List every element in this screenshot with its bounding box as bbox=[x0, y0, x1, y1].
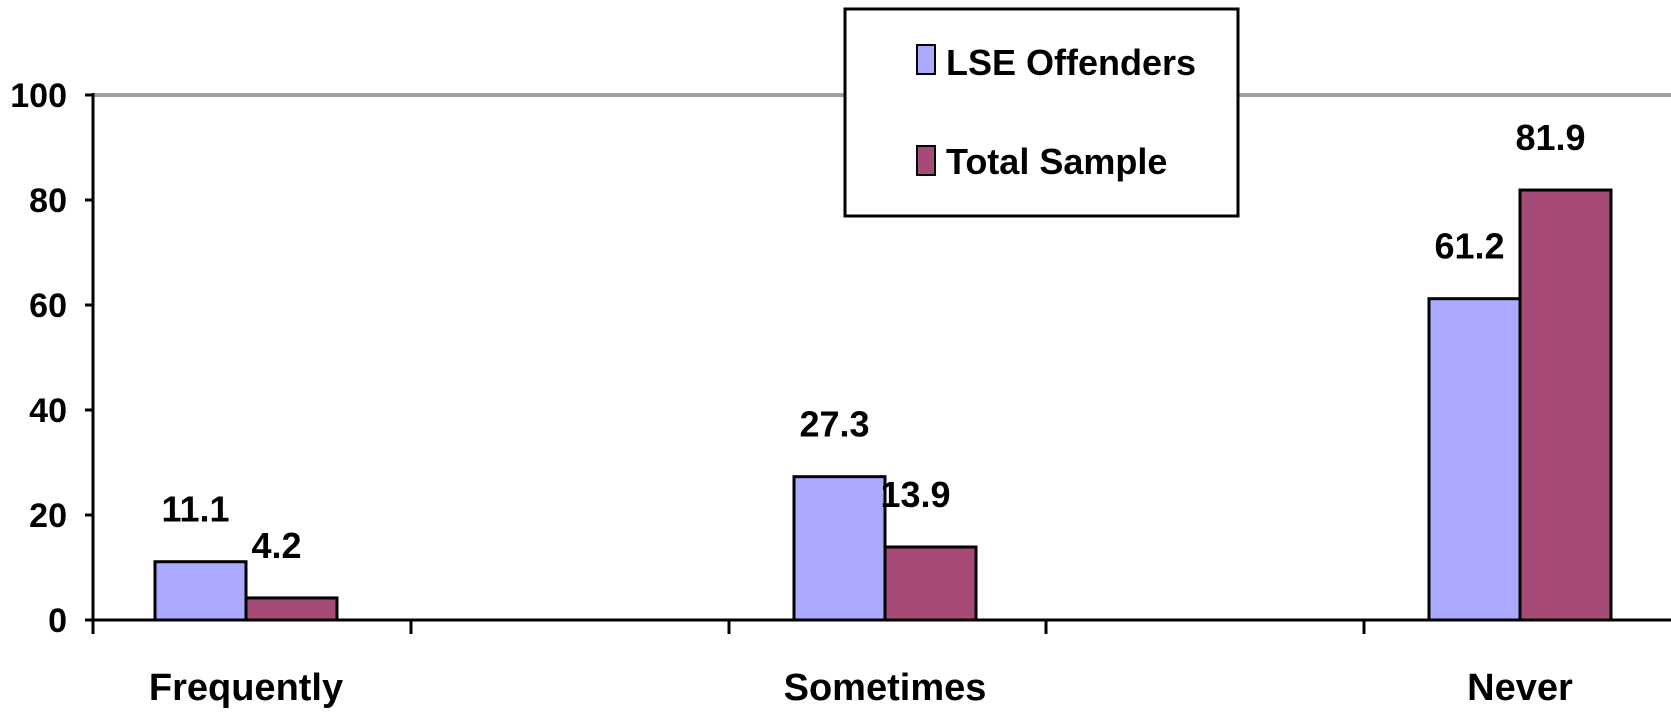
legend-swatch-lse-offenders bbox=[916, 44, 936, 75]
data-label: 13.9 bbox=[880, 474, 950, 515]
x-category-label: Sometimes bbox=[784, 667, 987, 709]
bar-total-sample-sometimes bbox=[883, 545, 978, 622]
y-axis-ticks: 0 20 40 60 80 100 bbox=[10, 77, 93, 640]
bar-lse-offenders-sometimes bbox=[792, 475, 887, 622]
bar-lse-offenders-never bbox=[1427, 297, 1522, 622]
data-label: 27.3 bbox=[799, 404, 869, 445]
y-tick-label: 100 bbox=[10, 77, 67, 115]
y-tick-label: 0 bbox=[48, 602, 67, 640]
y-tick-label: 40 bbox=[29, 392, 67, 430]
legend-label-total-sample: Total Sample bbox=[946, 141, 1167, 182]
data-label: 4.2 bbox=[251, 525, 301, 566]
y-tick-label: 80 bbox=[29, 182, 67, 220]
x-category-label: Frequently bbox=[149, 667, 343, 709]
y-tick-label: 20 bbox=[29, 497, 67, 535]
legend: LSE Offenders Total Sample bbox=[843, 7, 1240, 218]
legend-label-lse-offenders: LSE Offenders bbox=[946, 42, 1196, 83]
bar-lse-offenders-frequently bbox=[153, 560, 248, 622]
x-axis-categories: Frequently Sometimes Never bbox=[149, 667, 1573, 709]
bar-total-sample-never bbox=[1518, 188, 1613, 622]
y-tick-label: 60 bbox=[29, 287, 67, 325]
data-label: 81.9 bbox=[1515, 117, 1585, 158]
axes bbox=[91, 93, 1671, 628]
data-labels: 11.1 27.3 61.2 4.2 13.9 81.9 bbox=[161, 117, 1585, 566]
legend-box bbox=[843, 7, 1240, 218]
x-axis-ticks bbox=[91, 620, 1366, 634]
data-label: 11.1 bbox=[161, 489, 229, 530]
bars bbox=[153, 188, 1613, 622]
x-category-label: Never bbox=[1467, 667, 1573, 709]
bar-total-sample-frequently bbox=[244, 596, 339, 622]
legend-swatch-total-sample bbox=[916, 145, 936, 176]
data-label: 61.2 bbox=[1434, 226, 1504, 267]
